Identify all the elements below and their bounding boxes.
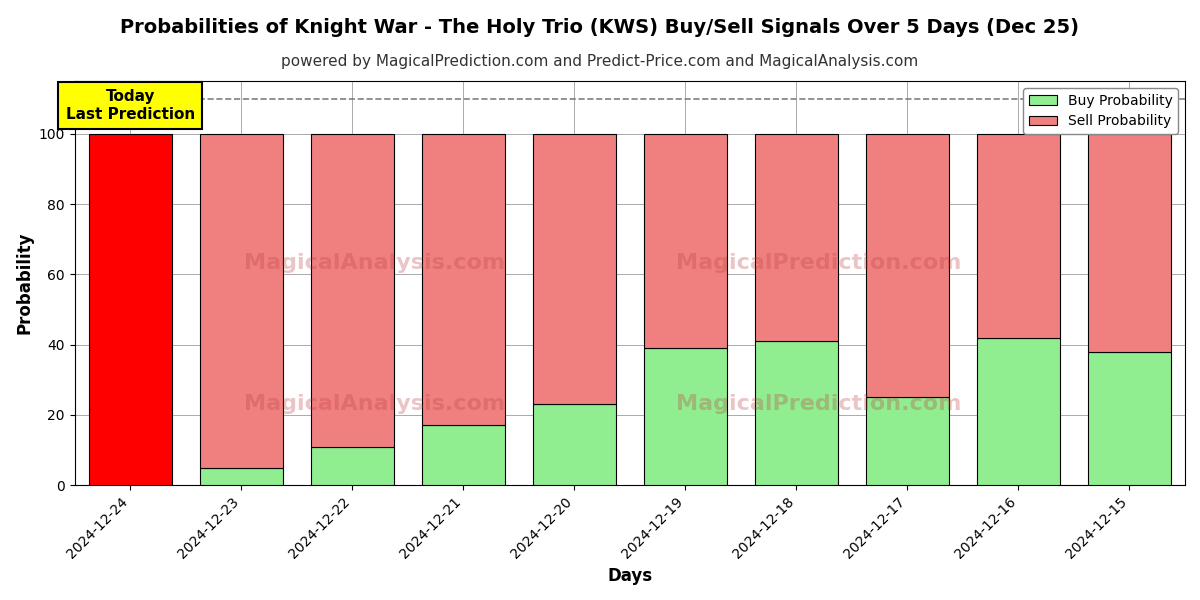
Bar [755,134,838,341]
Bar [1088,134,1171,352]
Text: powered by MagicalPrediction.com and Predict-Price.com and MagicalAnalysis.com: powered by MagicalPrediction.com and Pre… [281,54,919,69]
Bar [755,341,838,485]
Bar [533,134,616,404]
Bar [421,134,505,425]
Bar [865,134,949,397]
Bar [977,134,1060,338]
Text: MagicalAnalysis.com: MagicalAnalysis.com [244,253,505,273]
Bar [311,134,394,446]
Text: MagicalPrediction.com: MagicalPrediction.com [676,253,961,273]
Bar [865,397,949,485]
Bar [311,446,394,485]
Y-axis label: Probability: Probability [16,232,34,334]
Bar [199,467,283,485]
Bar [89,134,172,485]
Bar [643,348,727,485]
Bar [199,134,283,467]
Bar [643,134,727,348]
Text: Today
Last Prediction: Today Last Prediction [66,89,194,122]
Legend: Buy Probability, Sell Probability: Buy Probability, Sell Probability [1024,88,1178,134]
Text: Probabilities of Knight War - The Holy Trio (KWS) Buy/Sell Signals Over 5 Days (: Probabilities of Knight War - The Holy T… [120,18,1080,37]
Bar [977,338,1060,485]
Text: MagicalPrediction.com: MagicalPrediction.com [676,394,961,415]
Bar [1088,352,1171,485]
Text: MagicalAnalysis.com: MagicalAnalysis.com [244,394,505,415]
X-axis label: Days: Days [607,567,653,585]
Bar [421,425,505,485]
Bar [533,404,616,485]
